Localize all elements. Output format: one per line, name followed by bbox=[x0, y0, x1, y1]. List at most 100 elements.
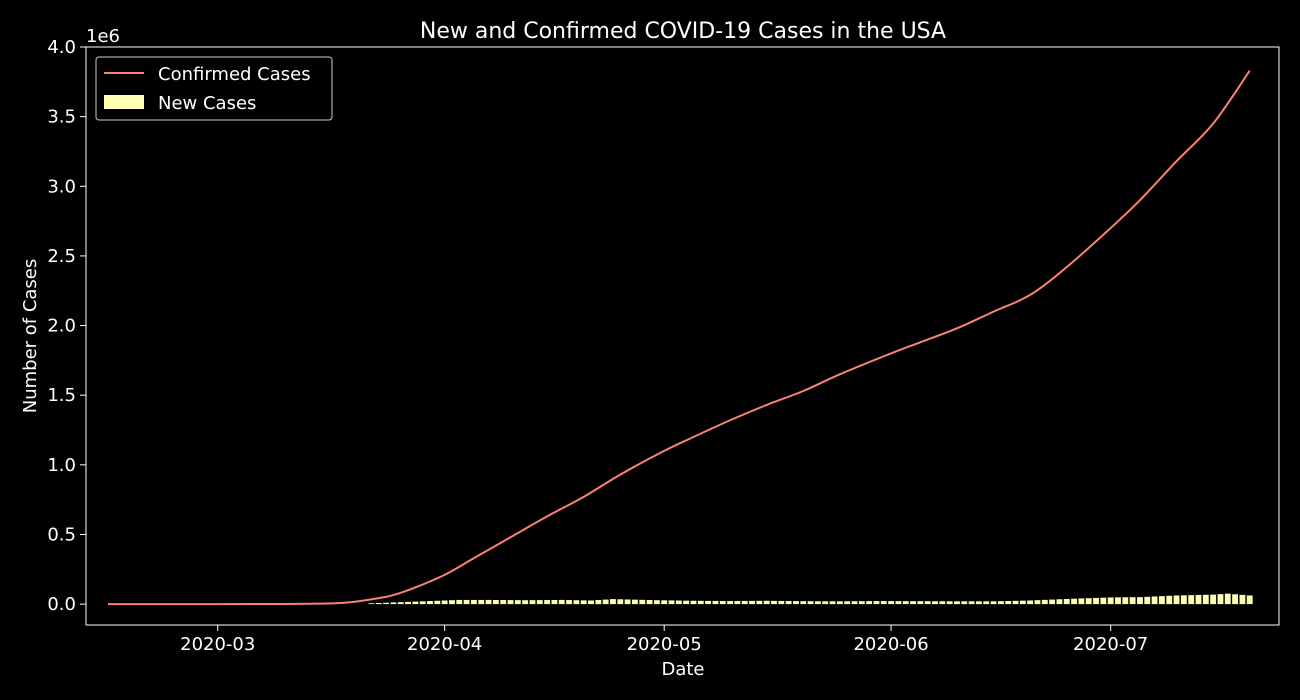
new-cases-bar bbox=[529, 600, 536, 605]
new-cases-bar bbox=[939, 601, 946, 605]
new-cases-bar bbox=[632, 599, 638, 605]
new-cases-bar bbox=[1049, 599, 1056, 605]
new-cases-bar bbox=[1107, 597, 1114, 605]
new-cases-bar bbox=[368, 603, 375, 605]
new-cases-bar bbox=[895, 601, 902, 605]
new-cases-bar bbox=[1137, 597, 1143, 605]
new-cases-bar bbox=[566, 600, 572, 605]
new-cases-bar bbox=[1071, 598, 1077, 605]
new-cases-bar bbox=[434, 600, 441, 605]
new-cases-bar bbox=[917, 601, 924, 605]
new-cases-bar bbox=[1173, 595, 1180, 605]
legend-new-label: New Cases bbox=[158, 93, 256, 114]
y-tick-label: 0.0 bbox=[47, 594, 76, 615]
new-cases-bar bbox=[639, 599, 646, 605]
new-cases-bar bbox=[785, 601, 792, 605]
y-tick-label: 2.5 bbox=[47, 246, 76, 267]
x-tick-label: 2020-06 bbox=[853, 634, 928, 655]
x-tick-label: 2020-05 bbox=[627, 634, 702, 655]
y-axis-label: Number of Cases bbox=[20, 259, 41, 414]
new-cases-bar bbox=[763, 600, 770, 605]
new-cases-bar bbox=[390, 602, 397, 605]
new-cases-bar bbox=[375, 602, 382, 605]
new-cases-bar bbox=[990, 601, 997, 605]
new-cases-bar bbox=[712, 600, 719, 605]
new-cases-bar bbox=[836, 601, 843, 605]
new-cases-bar bbox=[595, 600, 602, 605]
new-cases-bar bbox=[1217, 594, 1224, 605]
new-cases-bar bbox=[1012, 600, 1019, 605]
new-cases-bar bbox=[844, 601, 851, 605]
new-cases-bar bbox=[697, 600, 704, 605]
legend: Confirmed Cases New Cases bbox=[95, 56, 333, 121]
new-cases-bar bbox=[1151, 596, 1158, 605]
new-cases-bar bbox=[478, 599, 485, 605]
new-cases-bar bbox=[858, 601, 865, 605]
new-cases-bar bbox=[551, 599, 558, 605]
new-cases-bar bbox=[793, 601, 799, 605]
new-cases-bar bbox=[602, 599, 609, 605]
new-cases-bar bbox=[573, 600, 580, 605]
new-cases-bar bbox=[851, 601, 858, 605]
confirmed-cases-line bbox=[107, 70, 1251, 606]
new-cases-bar bbox=[829, 601, 836, 605]
legend-confirmed-label: Confirmed Cases bbox=[158, 64, 311, 85]
legend-new-swatch bbox=[104, 95, 144, 109]
new-cases-bar bbox=[1078, 598, 1085, 605]
new-cases-bar bbox=[383, 602, 390, 605]
new-cases-bar bbox=[1246, 595, 1253, 605]
new-cases-bar bbox=[507, 600, 514, 605]
y-tick-label: 1.0 bbox=[47, 455, 76, 476]
y-tick-label: 4.0 bbox=[47, 37, 76, 58]
y-tick-label: 0.5 bbox=[47, 524, 76, 545]
new-cases-bar bbox=[822, 601, 829, 605]
new-cases-bar bbox=[1034, 600, 1041, 605]
new-cases-bar bbox=[558, 599, 565, 605]
new-cases-bar bbox=[807, 601, 814, 605]
new-cases-bar bbox=[470, 599, 477, 605]
legend-box bbox=[95, 56, 333, 121]
new-cases-bar bbox=[1166, 595, 1173, 605]
confirmed-cases-path bbox=[107, 70, 1251, 606]
new-cases-bar bbox=[983, 601, 990, 605]
x-tick-label: 2020-03 bbox=[180, 634, 255, 655]
new-cases-bar bbox=[1239, 594, 1246, 605]
new-cases-bar bbox=[888, 601, 895, 605]
new-cases-bar bbox=[544, 600, 551, 605]
new-cases-bar bbox=[946, 601, 953, 605]
new-cases-bar bbox=[463, 599, 470, 605]
new-cases-bar bbox=[1093, 597, 1099, 605]
new-cases-bar bbox=[902, 601, 909, 605]
new-cases-bar bbox=[653, 600, 660, 605]
new-cases-bar bbox=[910, 601, 916, 605]
new-cases-bar bbox=[690, 600, 697, 605]
new-cases-bar bbox=[485, 599, 492, 605]
y-tick-label: 1.5 bbox=[47, 385, 76, 406]
new-cases-bar bbox=[419, 601, 426, 605]
new-cases-bar bbox=[814, 601, 821, 605]
new-cases-bar bbox=[1202, 594, 1209, 605]
new-cases-bar bbox=[800, 601, 807, 605]
x-axis-label: Date bbox=[661, 659, 704, 680]
new-cases-bar bbox=[646, 600, 653, 605]
new-cases-bar bbox=[405, 601, 411, 605]
new-cases-bar bbox=[412, 601, 419, 605]
new-cases-bar bbox=[932, 601, 938, 605]
new-cases-bar bbox=[997, 601, 1004, 605]
new-cases-bar bbox=[1019, 600, 1026, 605]
new-cases-bar bbox=[866, 601, 873, 605]
new-cases-bar bbox=[1158, 596, 1165, 605]
x-tick-label: 2020-07 bbox=[1073, 634, 1148, 655]
new-cases-bar bbox=[456, 599, 463, 605]
new-cases-bar bbox=[441, 600, 448, 605]
x-axis-ticks: 2020-03 2020-04 2020-05 2020-06 2020-07 bbox=[180, 625, 1148, 655]
chart-title: New and Confirmed COVID-19 Cases in the … bbox=[420, 19, 946, 44]
new-cases-bar bbox=[617, 599, 624, 605]
new-cases-bar bbox=[500, 600, 507, 605]
new-cases-bar bbox=[1027, 600, 1034, 605]
new-cases-bar bbox=[961, 601, 968, 605]
new-cases-bar bbox=[536, 600, 543, 605]
new-cases-bar bbox=[522, 600, 529, 605]
